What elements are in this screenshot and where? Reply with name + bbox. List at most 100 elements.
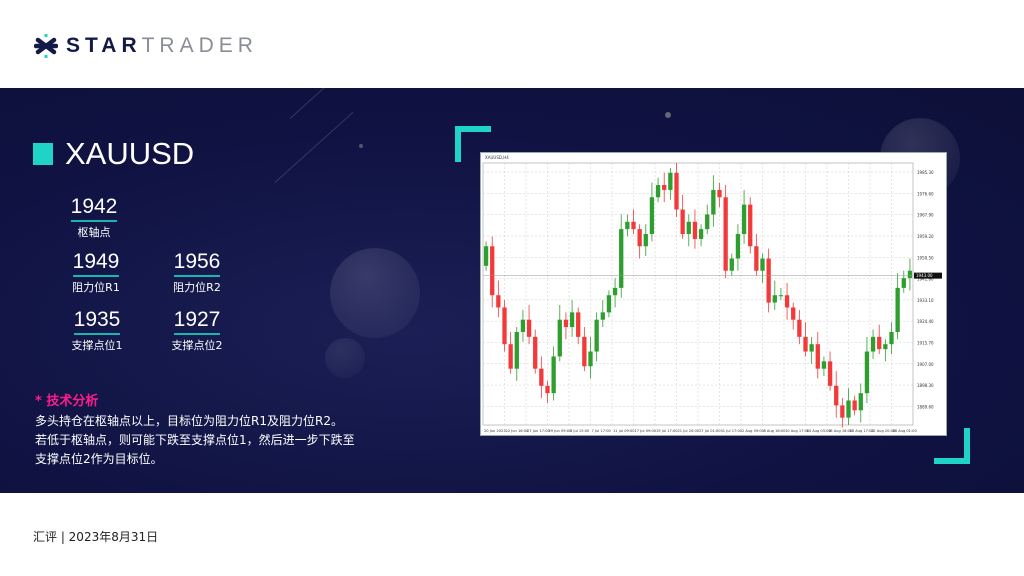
y-tick-label: 1976.60	[917, 191, 934, 196]
y-tick-label: 1907.00	[917, 362, 934, 367]
candle-body	[883, 344, 888, 350]
candle-body	[619, 229, 624, 288]
y-tick-label: 1967.90	[917, 213, 934, 218]
frame-corner-bottom-right	[934, 428, 970, 464]
candle-body	[533, 336, 538, 369]
technical-analysis: * 技术分析 多头持仓在枢轴点以上，目标位为阻力位R1及阻力位R2。 若低于枢轴…	[35, 390, 355, 469]
s2-label: 支撑点位2	[171, 339, 223, 352]
candle-body	[551, 356, 556, 394]
x-tick-label: 2 Aug 09:00	[742, 429, 765, 433]
y-tick-label: 1959.20	[917, 234, 934, 239]
r2-label: 阻力位R2	[173, 281, 221, 294]
candle-body	[717, 189, 722, 198]
candle-body	[766, 258, 771, 303]
y-tick-label: 1889.60	[917, 404, 934, 409]
candle-body	[674, 172, 679, 210]
x-tick-label: 17 Jul 09:00	[635, 429, 657, 433]
pivot-level: 1942 枢轴点	[54, 195, 134, 240]
candle-body	[576, 312, 581, 337]
decor-dot	[359, 144, 363, 148]
candle-body	[625, 221, 630, 230]
candle-body	[582, 336, 587, 367]
candle-body	[711, 189, 716, 215]
candlestick-chart: 1985.30 1976.60 1967.90 1959.20 1950.50 1941.…	[482, 155, 942, 433]
candle-body	[870, 336, 876, 352]
candle-body	[889, 331, 894, 345]
decor-dot	[665, 112, 671, 118]
candle-body	[778, 295, 784, 297]
candle-body	[655, 185, 661, 198]
candle-body	[539, 368, 544, 386]
candle-body	[797, 319, 802, 337]
decor-line	[274, 111, 354, 183]
price-chart: 1985.30 1976.60 1967.90 1959.20 1950.50 1941.…	[480, 152, 947, 436]
candle-body	[858, 393, 863, 411]
x-tick-label: 8 Aug 16:00	[764, 429, 787, 433]
pivot-label: 枢轴点	[77, 226, 111, 239]
candle-body	[705, 214, 710, 230]
x-tick-label: 27 Jun 17:00	[527, 429, 551, 433]
brand-name-bold: STAR	[66, 34, 142, 57]
x-tick-label: 10 Aug 17:00	[785, 429, 810, 433]
candle-body	[784, 295, 790, 308]
x-tick-label: 22 Aug 20:00	[871, 429, 896, 433]
candle-body	[594, 319, 599, 352]
x-tick-label: 20 Jun 2023	[484, 429, 506, 433]
candle-body	[514, 331, 519, 369]
candle-body	[846, 400, 851, 418]
candle-body	[686, 221, 691, 235]
x-tick-label: 16 Aug 16:00	[828, 429, 853, 433]
s1-label: 支撑点位1	[71, 339, 123, 352]
candle-body	[772, 295, 777, 303]
candle-body	[668, 172, 673, 190]
candle-body	[490, 246, 495, 296]
candle-body	[557, 319, 562, 357]
decor-line	[289, 88, 343, 119]
candle-body	[483, 246, 489, 266]
candle-body	[612, 287, 618, 296]
current-price-tag	[914, 272, 942, 279]
candle-body	[545, 385, 550, 394]
r1-label: 阻力位R1	[72, 281, 120, 294]
logo: STARTRADER	[34, 34, 258, 58]
y-tick-label: 1924.40	[917, 319, 934, 324]
candle-body	[864, 351, 870, 394]
title-square-icon	[33, 143, 53, 165]
decor-sphere	[325, 338, 365, 378]
y-tick-label: 1933.10	[917, 298, 934, 303]
candle-body	[662, 185, 667, 190]
y-tick-label: 1950.50	[917, 255, 934, 260]
candle-body	[809, 344, 814, 352]
candle-body	[631, 221, 636, 230]
y-tick-label: 1985.30	[917, 170, 934, 175]
candle-body	[520, 319, 526, 332]
candle-body	[526, 319, 532, 337]
header: STARTRADER	[0, 0, 1024, 88]
s1-value: 1935	[73, 308, 121, 335]
candle-body	[502, 307, 507, 345]
candle-body	[840, 405, 845, 418]
candle-body	[563, 319, 569, 328]
current-price-label: 1943.00	[916, 273, 933, 278]
pivot-value: 1942	[70, 195, 118, 222]
candle-body	[692, 221, 698, 239]
candle-body	[729, 258, 734, 271]
candle-body	[815, 344, 820, 369]
x-tick-label: 19 Jul 17:00	[656, 429, 678, 433]
candle-body	[588, 351, 593, 367]
x-tick-label: 22 Jun 16:00	[506, 429, 530, 433]
candle-body	[649, 197, 655, 235]
footer-date: 汇评 | 2023年8月31日	[33, 530, 159, 544]
chart-title: XAUUSD,H4	[485, 155, 509, 160]
x-tick-label: 18 Aug 17:00	[850, 429, 875, 433]
candle-body	[637, 229, 642, 247]
x-tick-label: 27 Jul 01:00	[699, 429, 721, 433]
candle-body	[723, 197, 728, 271]
x-tick-label: 14 Aug 03:00	[807, 429, 832, 433]
candle-body	[569, 312, 575, 328]
x-tick-label: 29 Jun 09:00	[549, 429, 573, 433]
candle-body	[606, 295, 612, 313]
candle-body	[827, 361, 833, 386]
s1-level: 1935 支撑点位1	[57, 308, 137, 353]
decor-sphere	[330, 248, 420, 338]
